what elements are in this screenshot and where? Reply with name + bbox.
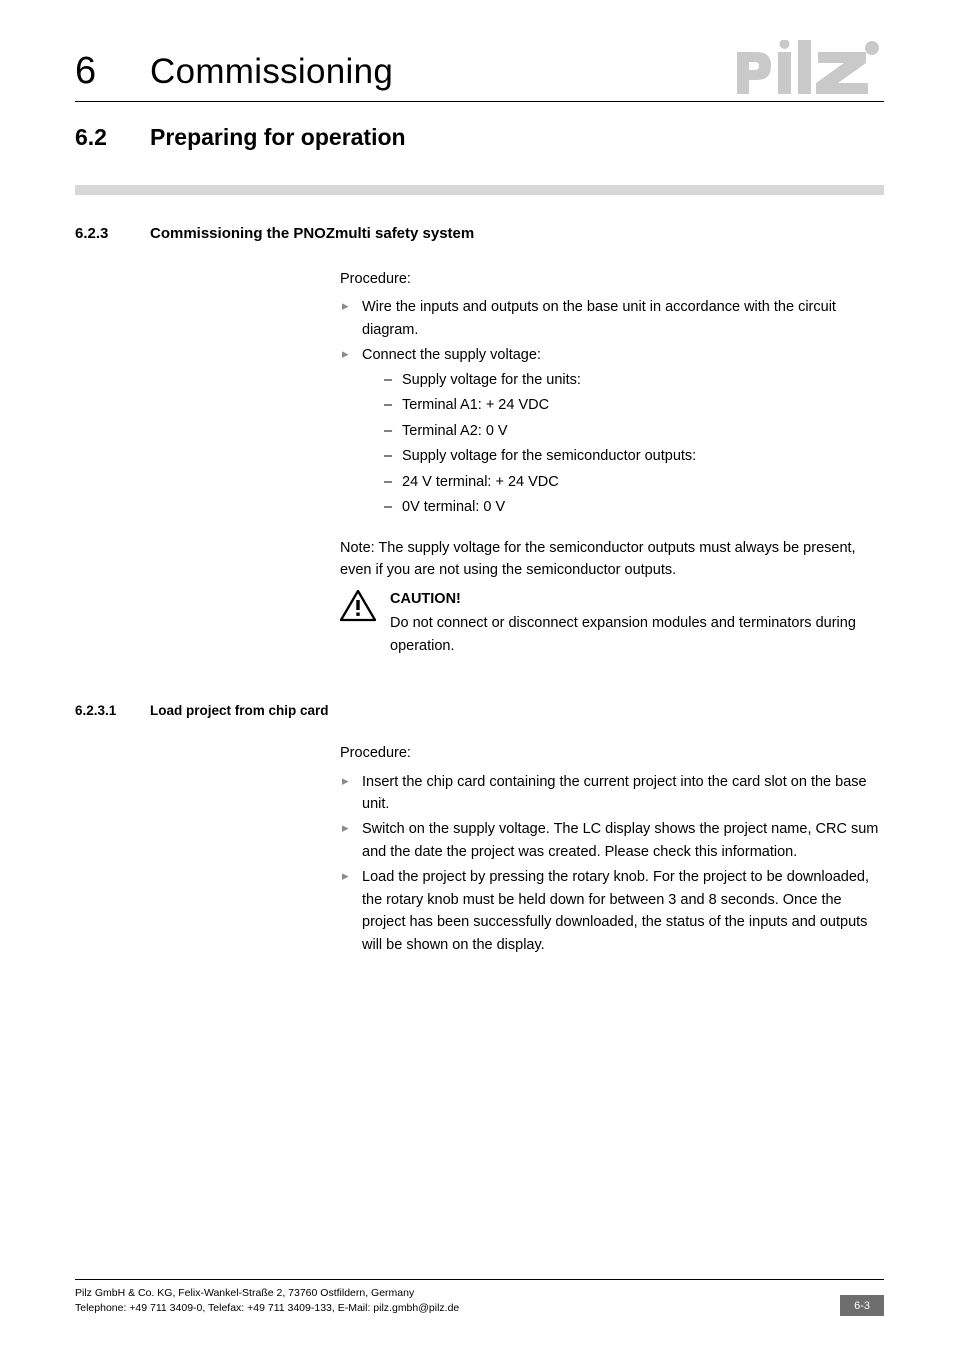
list-item: Supply voltage for the units: xyxy=(384,369,884,391)
body-content: Procedure: Wire the inputs and outputs o… xyxy=(340,268,884,663)
page-footer: Pilz GmbH & Co. KG, Felix-Wankel-Straße … xyxy=(75,1279,884,1316)
subsubsection-number: 6.2.3.1 xyxy=(75,703,150,718)
pilz-logo xyxy=(734,40,884,98)
subsubsection-heading: 6.2.3.1 Load project from chip card xyxy=(75,703,884,718)
procedure-list: Insert the chip card containing the curr… xyxy=(340,771,884,957)
procedure-list: Wire the inputs and outputs on the base … xyxy=(340,296,884,518)
subsection-number: 6.2.3 xyxy=(75,225,150,242)
list-item: Wire the inputs and outputs on the base … xyxy=(340,296,884,341)
list-item: Switch on the supply voltage. The LC dis… xyxy=(340,818,884,863)
note-text: Note: The supply voltage for the semicon… xyxy=(340,537,884,582)
list-item: Terminal A1: + 24 VDC xyxy=(384,394,884,416)
footer-rule xyxy=(75,1279,884,1280)
section-heading: 6.2 Preparing for operation xyxy=(75,124,884,151)
subsection-title: Commissioning the PNOZmulti safety syste… xyxy=(150,225,474,242)
warning-icon xyxy=(340,590,380,629)
list-item: Load the project by pressing the rotary … xyxy=(340,866,884,956)
list-item: Connect the supply voltage: Supply volta… xyxy=(340,344,884,518)
footer-line-2: Telephone: +49 711 3409-0, Telefax: +49 … xyxy=(75,1301,459,1316)
sublist: Supply voltage for the units: Terminal A… xyxy=(384,369,884,519)
subsection-heading: 6.2.3 Commissioning the PNOZmulti safety… xyxy=(75,225,884,242)
list-item: 0V terminal: 0 V xyxy=(384,496,884,518)
subsubsection-title: Load project from chip card xyxy=(150,703,329,718)
procedure-label: Procedure: xyxy=(340,268,884,290)
list-item: 24 V terminal: + 24 VDC xyxy=(384,471,884,493)
caution-heading: CAUTION! xyxy=(390,588,884,610)
caution-body: Do not connect or disconnect expansion m… xyxy=(390,612,884,657)
page-number-badge: 6-3 xyxy=(840,1295,884,1316)
header-rule xyxy=(75,101,884,102)
list-item: Supply voltage for the semiconductor out… xyxy=(384,445,884,467)
list-item-text: Connect the supply voltage: xyxy=(362,347,541,363)
footer-line-1: Pilz GmbH & Co. KG, Felix-Wankel-Straße … xyxy=(75,1286,459,1301)
chapter-title: Commissioning xyxy=(150,52,393,92)
caution-block: CAUTION! Do not connect or disconnect ex… xyxy=(340,588,884,663)
caution-text: CAUTION! Do not connect or disconnect ex… xyxy=(390,588,884,663)
section-title: Preparing for operation xyxy=(150,124,406,151)
list-item: Insert the chip card containing the curr… xyxy=(340,771,884,816)
section-number: 6.2 xyxy=(75,124,150,151)
footer-address: Pilz GmbH & Co. KG, Felix-Wankel-Straße … xyxy=(75,1286,459,1316)
chapter-number: 6 xyxy=(75,50,150,93)
procedure-label: Procedure: xyxy=(340,742,884,764)
body-content-2: Procedure: Insert the chip card containi… xyxy=(340,742,884,956)
list-item: Terminal A2: 0 V xyxy=(384,420,884,442)
section-separator-bar xyxy=(75,185,884,195)
